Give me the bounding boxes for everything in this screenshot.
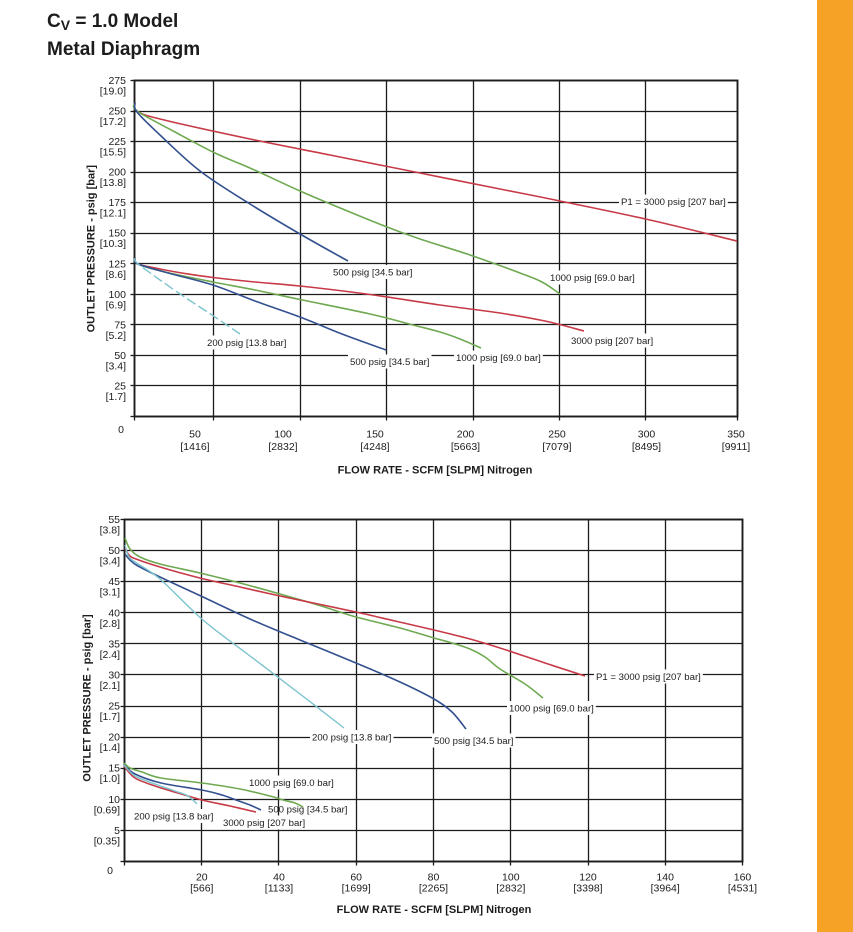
svg-text:[2.8]: [2.8] xyxy=(100,618,121,630)
svg-text:OUTLET PRESSURE - psig [bar]: OUTLET PRESSURE - psig [bar] xyxy=(82,614,94,782)
svg-text:25: 25 xyxy=(108,701,120,713)
svg-text:200: 200 xyxy=(108,167,126,179)
svg-text:[5663]: [5663] xyxy=(451,441,480,453)
svg-text:55: 55 xyxy=(108,514,120,526)
svg-text:FLOW RATE - SCFM [SLPM] Nitrog: FLOW RATE - SCFM [SLPM] Nitrogen xyxy=(337,904,532,916)
svg-text:125: 125 xyxy=(108,258,126,270)
svg-text:75: 75 xyxy=(114,319,126,331)
svg-text:[1.0]: [1.0] xyxy=(100,773,121,785)
svg-text:[15.5]: [15.5] xyxy=(100,147,126,159)
svg-text:500 psig [34.5 bar]: 500 psig [34.5 bar] xyxy=(333,268,412,279)
svg-text:3000 psig [207 bar]: 3000 psig [207 bar] xyxy=(571,336,653,347)
svg-text:0: 0 xyxy=(118,424,124,436)
svg-text:250: 250 xyxy=(548,429,566,441)
svg-text:500 psig [34.5 bar]: 500 psig [34.5 bar] xyxy=(268,805,347,816)
svg-text:150: 150 xyxy=(108,228,126,240)
svg-text:40: 40 xyxy=(273,872,285,884)
svg-text:500 psig [34.5 bar]: 500 psig [34.5 bar] xyxy=(434,736,513,747)
svg-text:[1.7]: [1.7] xyxy=(100,711,121,723)
svg-text:350: 350 xyxy=(727,429,745,441)
svg-text:275: 275 xyxy=(108,75,126,87)
svg-text:35: 35 xyxy=(108,638,120,650)
svg-text:[6.9]: [6.9] xyxy=(106,299,127,311)
svg-text:1000 psig [69.0 bar]: 1000 psig [69.0 bar] xyxy=(249,778,334,789)
svg-text:200: 200 xyxy=(457,429,475,441)
svg-text:[2832]: [2832] xyxy=(268,441,297,453)
svg-text:15: 15 xyxy=(108,763,120,775)
svg-text:20: 20 xyxy=(108,732,120,744)
svg-text:1000 psig [69.0 bar]: 1000 psig [69.0 bar] xyxy=(456,353,541,364)
svg-text:[3.1]: [3.1] xyxy=(100,587,121,599)
svg-text:[1.7]: [1.7] xyxy=(106,391,127,403)
svg-text:[8495]: [8495] xyxy=(632,441,661,453)
svg-text:5: 5 xyxy=(114,825,120,837)
svg-text:[1416]: [1416] xyxy=(180,441,209,453)
svg-text:100: 100 xyxy=(274,429,292,441)
svg-text:[5.2]: [5.2] xyxy=(106,330,127,342)
svg-text:[2832]: [2832] xyxy=(496,883,525,895)
svg-text:[3.4]: [3.4] xyxy=(106,360,127,372)
svg-text:[10.3]: [10.3] xyxy=(100,238,126,250)
svg-text:[9911]: [9911] xyxy=(722,441,750,453)
svg-text:[3.8]: [3.8] xyxy=(100,525,121,537)
svg-text:140: 140 xyxy=(656,872,674,884)
svg-text:[3964]: [3964] xyxy=(651,883,680,895)
svg-text:1000 psig [69.0 bar]: 1000 psig [69.0 bar] xyxy=(550,273,635,284)
svg-text:25: 25 xyxy=(114,381,126,393)
svg-text:FLOW RATE - SCFM [SLPM] Nitrog: FLOW RATE - SCFM [SLPM] Nitrogen xyxy=(338,465,533,477)
svg-text:1000 psig [69.0 bar]: 1000 psig [69.0 bar] xyxy=(509,704,594,715)
svg-text:150: 150 xyxy=(366,429,384,441)
svg-text:40: 40 xyxy=(108,607,120,619)
svg-text:300: 300 xyxy=(638,429,656,441)
svg-text:500 psig [34.5 bar]: 500 psig [34.5 bar] xyxy=(350,357,429,368)
svg-text:50: 50 xyxy=(114,350,126,362)
svg-text:OUTLET PRESSURE - psig [bar]: OUTLET PRESSURE - psig [bar] xyxy=(86,165,98,333)
svg-text:60: 60 xyxy=(350,872,362,884)
svg-text:[1133]: [1133] xyxy=(265,883,293,895)
svg-text:100: 100 xyxy=(108,289,126,301)
svg-text:50: 50 xyxy=(108,545,120,557)
svg-text:[2.4]: [2.4] xyxy=(100,649,121,661)
svg-text:[8.6]: [8.6] xyxy=(106,269,127,281)
svg-text:[1699]: [1699] xyxy=(342,883,371,895)
svg-text:160: 160 xyxy=(734,872,752,884)
svg-text:P1 = 3000 psig [207 bar]: P1 = 3000 psig [207 bar] xyxy=(596,672,701,683)
svg-text:[2265]: [2265] xyxy=(419,883,448,895)
svg-text:[12.1]: [12.1] xyxy=(100,208,126,220)
svg-text:250: 250 xyxy=(108,106,126,118)
svg-text:[17.2]: [17.2] xyxy=(100,116,126,128)
svg-text:P1 = 3000 psig [207 bar]: P1 = 3000 psig [207 bar] xyxy=(621,197,726,208)
svg-text:225: 225 xyxy=(108,136,126,148)
svg-text:[4248]: [4248] xyxy=(360,441,389,453)
svg-text:50: 50 xyxy=(189,429,201,441)
svg-text:45: 45 xyxy=(108,576,120,588)
svg-text:[7079]: [7079] xyxy=(542,441,571,453)
svg-text:0: 0 xyxy=(107,865,113,877)
svg-text:[1.4]: [1.4] xyxy=(100,742,121,754)
svg-text:[0.69]: [0.69] xyxy=(94,804,120,816)
svg-text:100: 100 xyxy=(502,872,520,884)
svg-text:[13.8]: [13.8] xyxy=(100,177,126,189)
svg-text:30: 30 xyxy=(108,670,120,682)
svg-text:[3.4]: [3.4] xyxy=(100,556,121,568)
svg-text:175: 175 xyxy=(108,197,126,209)
svg-text:[19.0]: [19.0] xyxy=(100,86,126,98)
svg-text:[566]: [566] xyxy=(190,883,213,895)
svg-text:[4531]: [4531] xyxy=(728,883,757,895)
svg-text:10: 10 xyxy=(108,794,120,806)
svg-text:200 psig [13.8 bar]: 200 psig [13.8 bar] xyxy=(134,812,213,823)
svg-text:[2.1]: [2.1] xyxy=(100,680,121,692)
svg-text:120: 120 xyxy=(579,872,597,884)
svg-text:[3398]: [3398] xyxy=(573,883,602,895)
svg-text:[0.35]: [0.35] xyxy=(94,835,120,847)
svg-text:200 psig [13.8 bar]: 200 psig [13.8 bar] xyxy=(207,338,286,349)
svg-text:20: 20 xyxy=(196,872,208,884)
svg-text:80: 80 xyxy=(428,872,440,884)
svg-text:3000 psig [207 bar]: 3000 psig [207 bar] xyxy=(223,818,305,829)
svg-text:200 psig [13.8 bar]: 200 psig [13.8 bar] xyxy=(312,733,391,744)
